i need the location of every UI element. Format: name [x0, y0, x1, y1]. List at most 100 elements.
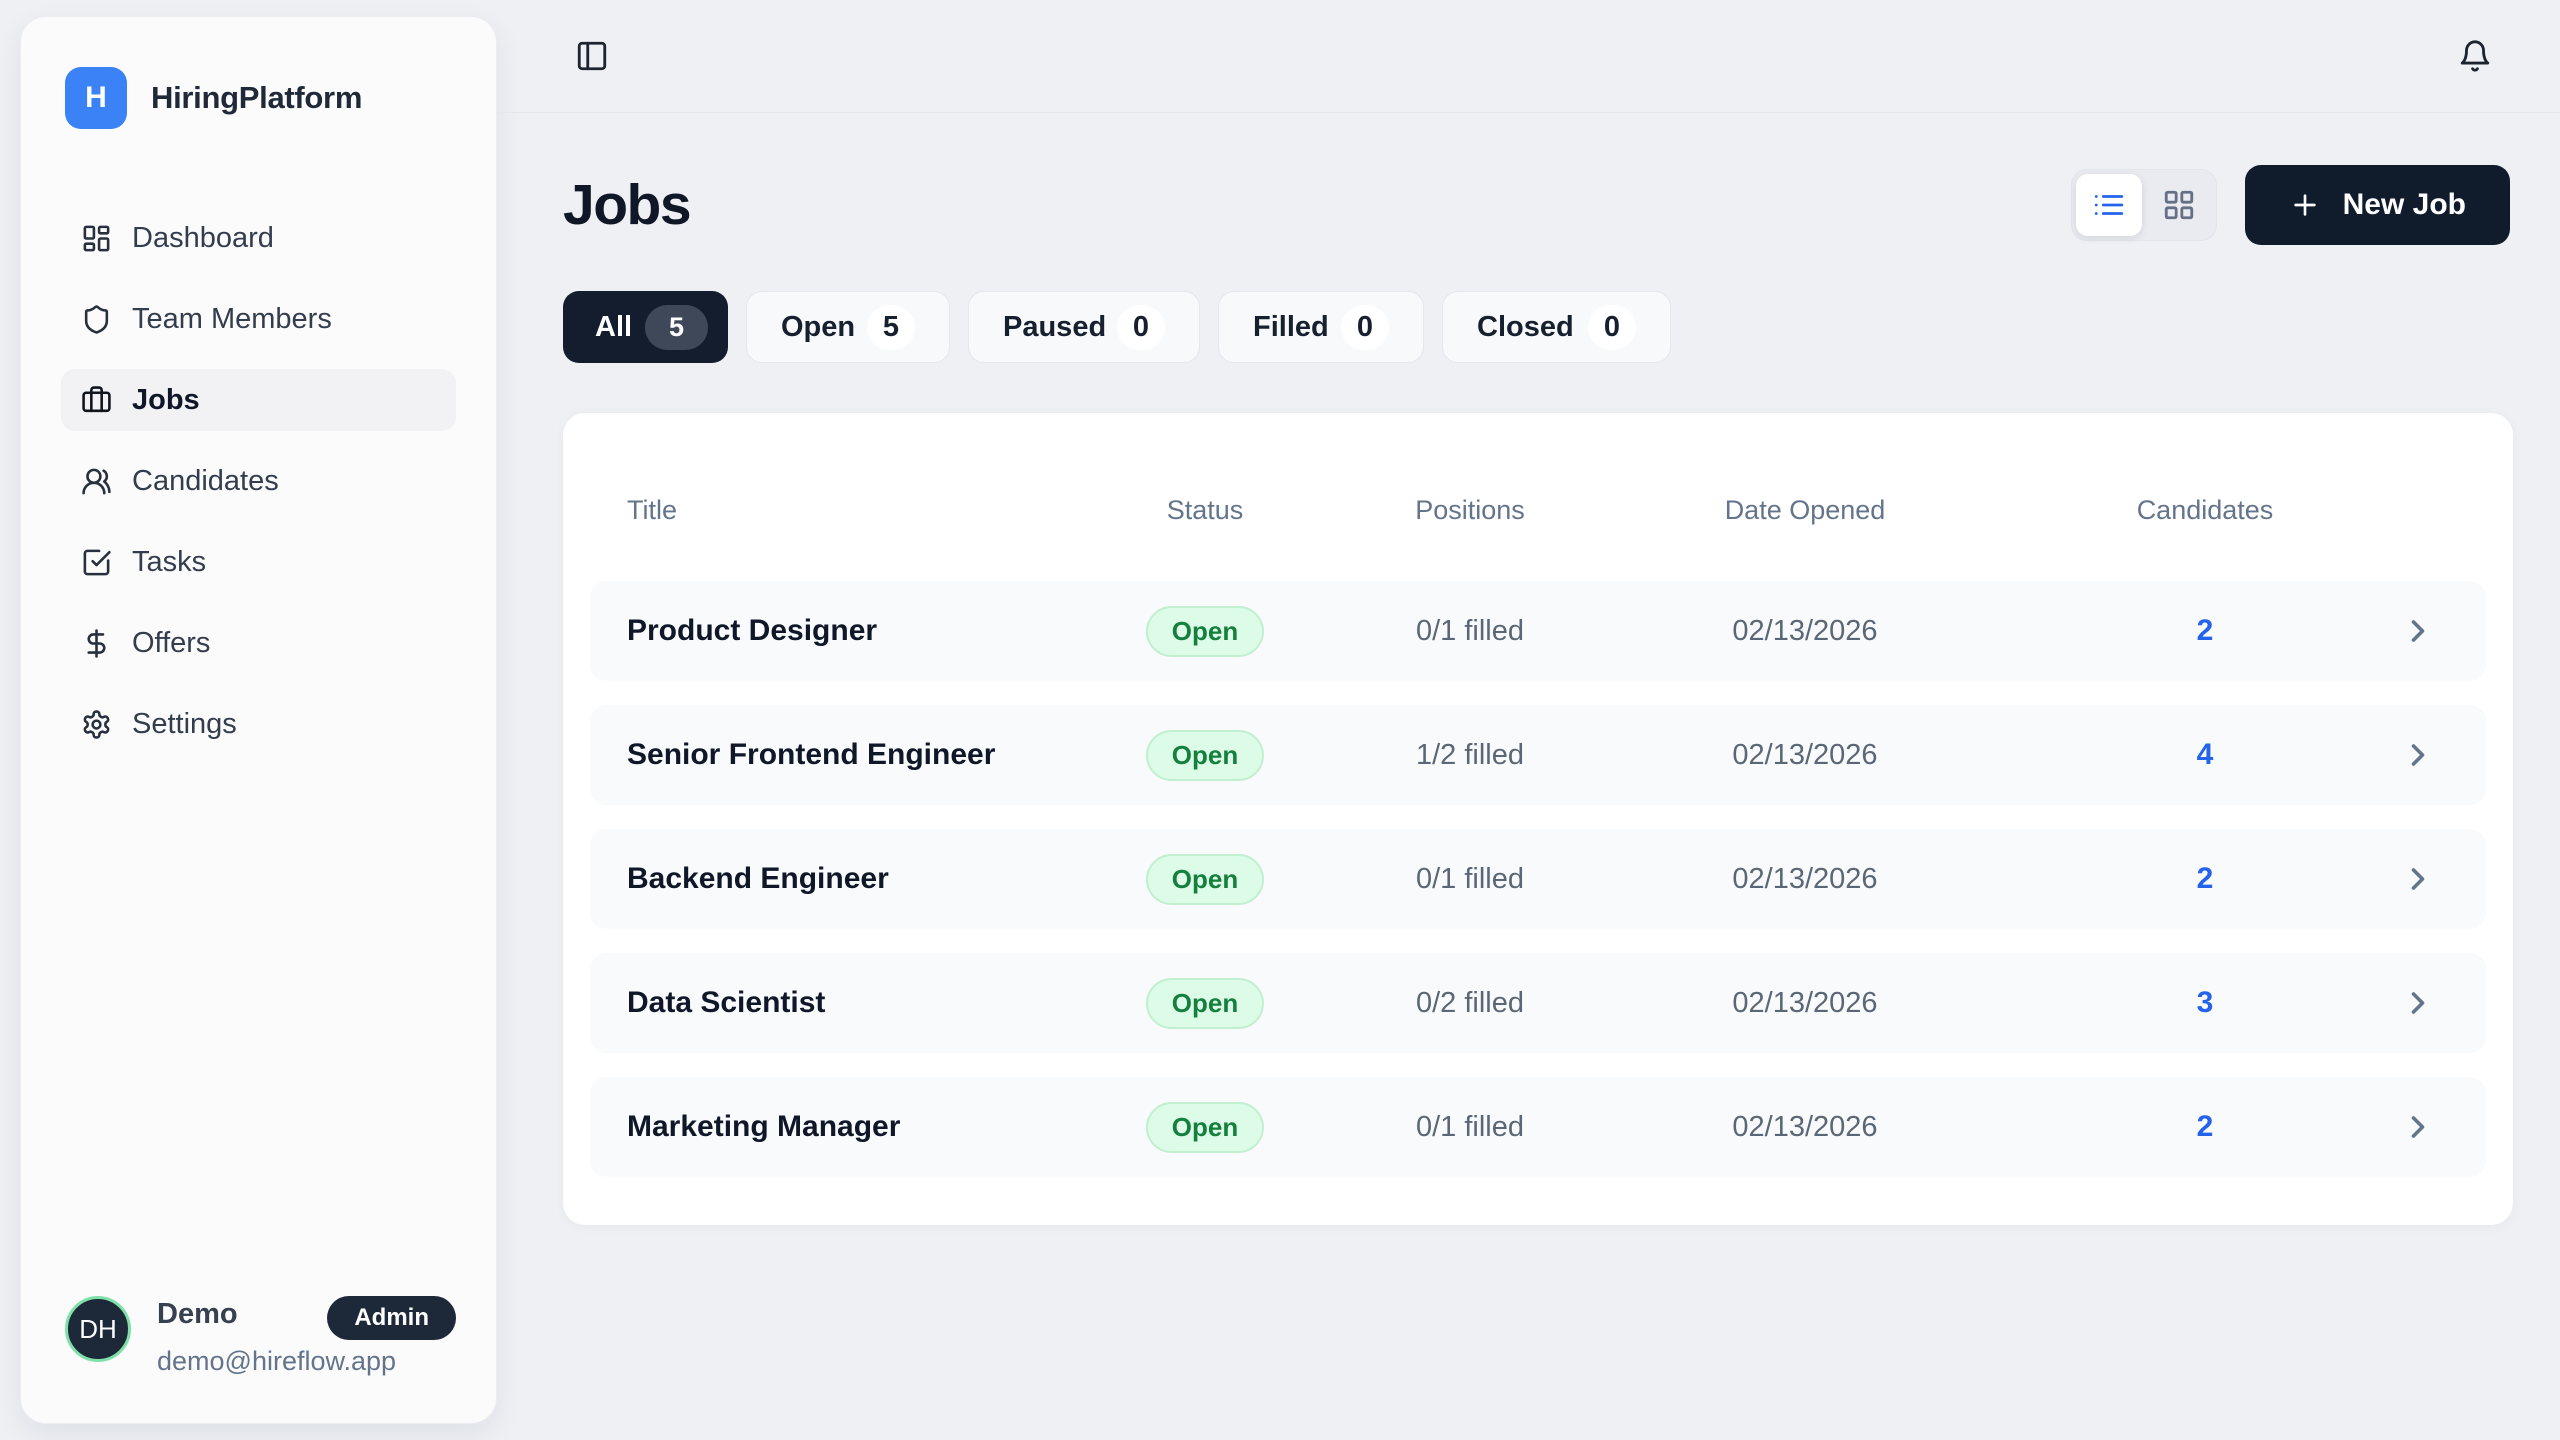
new-job-button[interactable]: New Job: [2244, 165, 2510, 245]
sidebar-item-settings[interactable]: Settings: [61, 693, 456, 755]
filter-count: 0: [1116, 304, 1165, 350]
user-name: Demo: [157, 1298, 238, 1330]
filter-count-badge: 5: [645, 304, 708, 350]
list-icon: [2092, 188, 2126, 222]
brand-logo: H: [65, 67, 127, 129]
notifications-button[interactable]: [2458, 39, 2492, 73]
sidebar-item-jobs[interactable]: Jobs: [61, 369, 456, 431]
filter-count: 0: [1587, 304, 1636, 350]
head-actions: New Job: [2070, 165, 2510, 245]
chevron-right-icon: [2400, 737, 2436, 773]
page-head: Jobs: [563, 165, 2510, 245]
status-filter-tabs: All 5 Open 5 Paused 0 Filled 0 Closed 0: [563, 291, 2510, 363]
dollar-icon: [81, 628, 112, 659]
sidebar-item-label: Dashboard: [132, 221, 274, 254]
table-row[interactable]: Marketing Manager Open 0/1 filled 02/13/…: [590, 1077, 2486, 1177]
column-header-title: Title: [627, 495, 678, 525]
filter-tab-closed[interactable]: Closed 0: [1442, 291, 1671, 363]
square-check-icon: [81, 547, 112, 578]
sidebar-item-label: Team Members: [132, 302, 332, 335]
sidebar-nav: Dashboard Team Members Jobs Candidates T…: [21, 207, 496, 755]
status-cell: Open: [1020, 1101, 1390, 1153]
sidebar-item-label: Jobs: [132, 383, 200, 416]
sidebar-item-dashboard[interactable]: Dashboard: [61, 207, 456, 269]
filter-label: Closed: [1477, 310, 1574, 343]
topbar: [497, 0, 2560, 113]
sidebar-item-offers[interactable]: Offers: [61, 612, 456, 674]
candidates-count-link[interactable]: 4: [2196, 738, 2214, 771]
date-opened-cell: 02/13/2026: [1732, 986, 1878, 1019]
sidebar-item-candidates[interactable]: Candidates: [61, 450, 456, 512]
status-badge: Open: [1145, 853, 1265, 905]
row-open-button[interactable]: [2350, 737, 2486, 773]
column-header-status: Status: [1166, 495, 1244, 525]
row-open-button[interactable]: [2350, 985, 2486, 1021]
sidebar-item-tasks[interactable]: Tasks: [61, 531, 456, 593]
positions-cell: 1/2 filled: [1415, 738, 1524, 771]
table-row[interactable]: Product Designer Open 0/1 filled 02/13/2…: [590, 581, 2486, 681]
positions-cell: 0/1 filled: [1415, 862, 1524, 895]
chevron-right-icon: [2400, 985, 2436, 1021]
sidebar-item-label: Settings: [132, 707, 237, 740]
brand-logo-letter: H: [85, 81, 107, 114]
job-title: Backend Engineer: [627, 862, 889, 895]
filter-tab-paused[interactable]: Paused 0: [968, 291, 1200, 363]
users-icon: [81, 466, 112, 497]
sidebar-toggle-button[interactable]: [575, 39, 609, 73]
date-opened-cell: 02/13/2026: [1732, 862, 1878, 895]
chevron-right-icon: [2400, 1109, 2436, 1145]
panel-left-icon: [575, 39, 609, 73]
row-open-button[interactable]: [2350, 613, 2486, 649]
candidates-count-link[interactable]: 2: [2196, 614, 2214, 647]
avatar: DH: [65, 1296, 131, 1362]
date-opened-cell: 02/13/2026: [1732, 614, 1878, 647]
briefcase-icon: [81, 385, 112, 416]
candidates-count-link[interactable]: 2: [2196, 1110, 2214, 1143]
status-badge: Open: [1145, 1101, 1265, 1153]
sidebar-item-label: Candidates: [132, 464, 279, 497]
job-title: Product Designer: [627, 614, 878, 647]
list-view-button[interactable]: [2075, 174, 2142, 236]
job-title: Data Scientist: [627, 986, 826, 1019]
avatar-initials: DH: [79, 1313, 117, 1344]
status-badge: Open: [1145, 729, 1265, 781]
candidates-count-link[interactable]: 3: [2196, 986, 2214, 1019]
bell-icon: [2458, 39, 2492, 73]
filter-tab-open[interactable]: Open 5: [746, 291, 950, 363]
status-badge: Open: [1145, 977, 1265, 1029]
shield-icon: [81, 304, 112, 335]
filter-tab-all[interactable]: All 5: [563, 291, 728, 363]
table-header-row: Title Status Positions Date Opened Candi…: [590, 440, 2486, 581]
table-row[interactable]: Data Scientist Open 0/2 filled 02/13/202…: [590, 953, 2486, 1053]
plus-icon: [2289, 189, 2321, 221]
filter-tab-filled[interactable]: Filled 0: [1218, 291, 1424, 363]
candidates-count-link[interactable]: 2: [2196, 862, 2214, 895]
table-row[interactable]: Backend Engineer Open 0/1 filled 02/13/2…: [590, 829, 2486, 929]
page-title: Jobs: [563, 173, 692, 237]
column-header-positions: Positions: [1415, 495, 1525, 525]
filter-label: Paused: [1003, 310, 1107, 343]
chevron-right-icon: [2400, 861, 2436, 897]
grid-view-button[interactable]: [2146, 174, 2212, 236]
date-opened-cell: 02/13/2026: [1732, 1110, 1878, 1143]
main-area: Jobs: [497, 0, 2560, 1440]
jobs-table-card: Title Status Positions Date Opened Candi…: [563, 413, 2513, 1225]
view-toggle: [2070, 169, 2217, 241]
status-cell: Open: [1020, 853, 1390, 905]
filter-label: All: [595, 310, 633, 343]
role-badge: Admin: [327, 1296, 456, 1340]
status-badge: Open: [1145, 605, 1265, 657]
sidebar-item-label: Offers: [132, 626, 211, 659]
brand: H HiringPlatform: [21, 17, 496, 129]
user-info: Demo demo@hireflow.app: [157, 1296, 396, 1377]
column-header-date-opened: Date Opened: [1724, 495, 1886, 525]
row-open-button[interactable]: [2350, 861, 2486, 897]
status-cell: Open: [1020, 729, 1390, 781]
date-opened-cell: 02/13/2026: [1732, 738, 1878, 771]
row-open-button[interactable]: [2350, 1109, 2486, 1145]
positions-cell: 0/1 filled: [1415, 614, 1524, 647]
sidebar-item-team-members[interactable]: Team Members: [61, 288, 456, 350]
positions-cell: 0/2 filled: [1415, 986, 1524, 1019]
filter-count: 0: [1340, 304, 1389, 350]
table-row[interactable]: Senior Frontend Engineer Open 1/2 filled…: [590, 705, 2486, 805]
